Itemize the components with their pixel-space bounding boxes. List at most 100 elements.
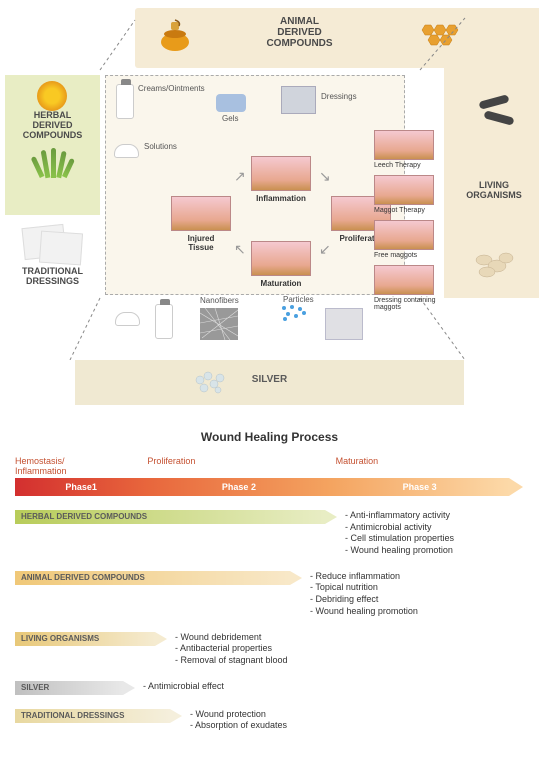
arrow-4: ↖: [234, 241, 246, 258]
category-arrow: LIVING ORGANISMS: [15, 632, 167, 646]
nanofibers-icon: [200, 308, 238, 340]
category-arrow-label: LIVING ORGANISMS: [15, 632, 155, 646]
category-arrow-tip: [325, 510, 337, 524]
gels-label: Gels: [222, 114, 238, 123]
category-arrow-label: ANIMAL DERIVED COMPOUNDS: [15, 571, 290, 585]
dressings-icon: [281, 86, 316, 114]
category-arrow-label: SILVER: [15, 681, 123, 695]
nano-bottle: [155, 304, 173, 339]
traditional-section: TRADITIONAL DRESSINGS: [5, 218, 100, 298]
category-arrow: ANIMAL DERIVED COMPOUNDS: [15, 571, 302, 585]
phase-arrow-tip: [509, 478, 523, 496]
category-row: HERBAL DERIVED COMPOUNDS - Anti-inflammat…: [15, 510, 524, 557]
category-arrow-tip: [290, 571, 302, 585]
category-arrow-label: TRADITIONAL DRESSINGS: [15, 709, 170, 723]
bullet-item: - Topical nutrition: [310, 582, 418, 594]
category-bullets: - Antimicrobial effect: [143, 681, 224, 693]
nano-dressing-icon: [325, 308, 363, 340]
category-arrow-tip: [155, 632, 167, 646]
bullet-item: - Wound debridement: [175, 632, 288, 644]
maggot-cluster-icon: [472, 250, 517, 280]
category-arrow: HERBAL DERIVED COMPOUNDS: [15, 510, 337, 524]
phase1-top: Hemostasis/ Inflammation: [15, 456, 147, 476]
honey-pot-icon: [155, 18, 195, 53]
therapy-column: Leech Therapy Maggot Therapy Free maggot…: [374, 130, 449, 317]
category-arrow: TRADITIONAL DRESSINGS: [15, 709, 182, 723]
bullet-item: - Wound healing promotion: [345, 545, 454, 557]
particles-label: Particles: [283, 295, 314, 304]
inflammation-box: [251, 156, 311, 191]
bullet-item: - Antimicrobial activity: [345, 522, 454, 534]
traditional-title: TRADITIONAL DRESSINGS: [5, 266, 100, 286]
honeycomb-icon: [417, 20, 467, 50]
bullet-item: - Wound healing promotion: [310, 606, 418, 618]
center-area: Creams/Ointments Gels Dressings Solution…: [105, 75, 405, 295]
phase2-bar: Phase 2: [147, 478, 330, 496]
animal-section: ANIMAL DERIVED COMPOUNDS: [135, 8, 464, 68]
bullet-item: - Antimicrobial effect: [143, 681, 224, 693]
category-arrow-tip: [123, 681, 135, 695]
inflammation-label: Inflammation: [246, 194, 316, 203]
bullet-item: - Removal of stagnant blood: [175, 655, 288, 667]
bullet-item: - Reduce inflammation: [310, 571, 418, 583]
category-arrow-tip: [170, 709, 182, 723]
living-section: LIVING ORGANISMS: [454, 90, 534, 280]
phase2-top: Proliferation: [147, 456, 335, 476]
category-bullets: - Wound protection- Absorption of exudat…: [190, 709, 287, 732]
injured-tissue-box: [171, 196, 231, 231]
category-row: TRADITIONAL DRESSINGS - Wound protection-…: [15, 709, 524, 732]
herbal-title: HERBAL DERIVED COMPOUNDS: [5, 110, 100, 140]
process-title: Wound Healing Process: [15, 430, 524, 444]
bullet-item: - Wound protection: [190, 709, 287, 721]
silver-title: SILVER: [75, 374, 464, 385]
aloe-icon: [33, 148, 73, 178]
leech-icon-2: [483, 110, 514, 125]
nano-row: Nanofibers Particles: [105, 300, 434, 355]
phase-arrow: Phase1 Phase 2 Phase 3: [15, 478, 524, 496]
phase3-bar: Phase 3: [331, 478, 509, 496]
free-maggots-box: [374, 220, 434, 250]
injured-label: Injured Tissue: [171, 234, 231, 252]
leech-therapy-label: Leech Therapy: [374, 162, 449, 169]
maturation-box: [251, 241, 311, 276]
category-bullets: - Anti-inflammatory activity- Antimicrob…: [345, 510, 454, 557]
phase3-top: Maturation: [336, 456, 524, 476]
marigold-icon: [37, 81, 67, 111]
phase-top-labels: Hemostasis/ Inflammation Proliferation M…: [15, 456, 524, 476]
arrow-3: ↙: [319, 241, 331, 258]
creams-label: Creams/Ointments: [138, 84, 205, 93]
maturation-label: Maturation: [251, 279, 311, 288]
nano-jar: [115, 312, 140, 326]
category-bullets: - Reduce inflammation- Topical nutrition…: [310, 571, 418, 618]
arrow-1: ↗: [234, 168, 246, 185]
leech-icon: [478, 94, 509, 109]
category-bullets: - Wound debridement- Antibacterial prope…: [175, 632, 288, 667]
silver-section: SILVER: [75, 360, 464, 405]
silver-cluster-icon: [190, 368, 230, 396]
bottle-creams: [116, 84, 134, 119]
dressing-maggots-box: [374, 265, 434, 295]
category-row: ANIMAL DERIVED COMPOUNDS - Reduce inflamm…: [15, 571, 524, 618]
maggot-therapy-label: Maggot Therapy: [374, 207, 449, 214]
category-arrow: SILVER: [15, 681, 135, 695]
bullet-item: - Cell stimulation properties: [345, 533, 454, 545]
herbal-section: HERBAL DERIVED COMPOUNDS: [5, 75, 100, 215]
solutions-label: Solutions: [144, 142, 177, 151]
category-arrow-label: HERBAL DERIVED COMPOUNDS: [15, 510, 325, 524]
process-section: Wound Healing Process Hemostasis/ Inflam…: [0, 420, 539, 752]
bullet-item: - Anti-inflammatory activity: [345, 510, 454, 522]
bullet-item: - Debriding effect: [310, 594, 418, 606]
category-row: LIVING ORGANISMS - Wound debridement- Ant…: [15, 632, 524, 667]
leech-therapy-box: [374, 130, 434, 160]
nanofibers-label: Nanofibers: [200, 296, 239, 305]
solutions-jar: [114, 144, 139, 158]
infographic-container: ANIMAL DERIVED COMPOUNDS HERBAL DERIVED …: [0, 0, 539, 752]
arrow-2: ↘: [319, 168, 331, 185]
free-maggots-label: Free maggots: [374, 252, 449, 259]
gels-icon: [216, 94, 246, 112]
categories-list: HERBAL DERIVED COMPOUNDS - Anti-inflammat…: [15, 510, 524, 732]
gauze-icon-2: [39, 231, 83, 266]
maggot-therapy-box: [374, 175, 434, 205]
category-row: SILVER - Antimicrobial effect: [15, 681, 524, 695]
particles-icon: [280, 304, 308, 327]
